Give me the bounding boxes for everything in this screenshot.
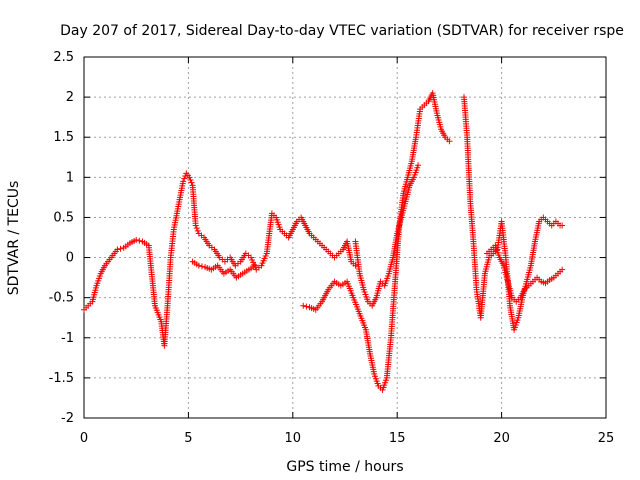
- data-point: [446, 138, 453, 145]
- chart-title: Day 207 of 2017, Sidereal Day-to-day VTE…: [60, 23, 624, 39]
- data-point: [352, 262, 359, 269]
- y-tick-label: 2.5: [53, 50, 74, 65]
- data-point: [193, 225, 200, 232]
- x-tick-label: 0: [80, 431, 88, 446]
- data-point: [252, 262, 259, 269]
- data-point: [187, 177, 194, 184]
- y-tick-label: -1.5: [49, 371, 74, 386]
- data-point: [303, 303, 310, 310]
- y-tick-label: -0.5: [49, 291, 74, 306]
- y-tick-label: -2: [61, 411, 74, 426]
- y-tick-label: 0: [66, 251, 74, 266]
- y-tick-label: 1.5: [53, 130, 74, 145]
- data-point: [192, 222, 199, 229]
- data-point: [415, 162, 422, 169]
- x-tick-label: 15: [389, 431, 406, 446]
- data-point: [182, 172, 189, 179]
- y-tick-label: 1: [66, 170, 74, 185]
- x-axis-label: GPS time / hours: [286, 459, 403, 475]
- y-tick-label: 2: [66, 90, 74, 105]
- x-tick-label: 25: [598, 431, 615, 446]
- x-tick-label: 10: [285, 431, 302, 446]
- grid: [84, 57, 606, 418]
- plot-frame: [83, 56, 607, 419]
- y-axis-label: SDTVAR / TECUs: [6, 181, 22, 296]
- data-point: [559, 222, 566, 229]
- data-point: [133, 236, 140, 243]
- data-point: [198, 263, 205, 270]
- data-point: [186, 174, 193, 181]
- data-point: [559, 266, 566, 273]
- data-points: [81, 90, 566, 393]
- data-point: [195, 262, 202, 269]
- data-point: [136, 237, 143, 244]
- x-tick-label: 5: [184, 431, 192, 446]
- data-point: [117, 245, 124, 252]
- x-tick-label: 20: [493, 431, 510, 446]
- data-point: [194, 227, 201, 234]
- data-point: [114, 246, 121, 253]
- axis-ticks: -2 -1.5 -1 -0.5 0 0.5 1 1.5 2 2.5 0 5 10 15 20 25: [49, 50, 615, 446]
- data-point: [181, 175, 188, 182]
- y-tick-label: -1: [61, 331, 74, 346]
- data-point: [180, 178, 187, 185]
- data-point: [188, 179, 195, 186]
- data-point: [300, 302, 307, 309]
- y-tick-label: 0.5: [53, 210, 74, 225]
